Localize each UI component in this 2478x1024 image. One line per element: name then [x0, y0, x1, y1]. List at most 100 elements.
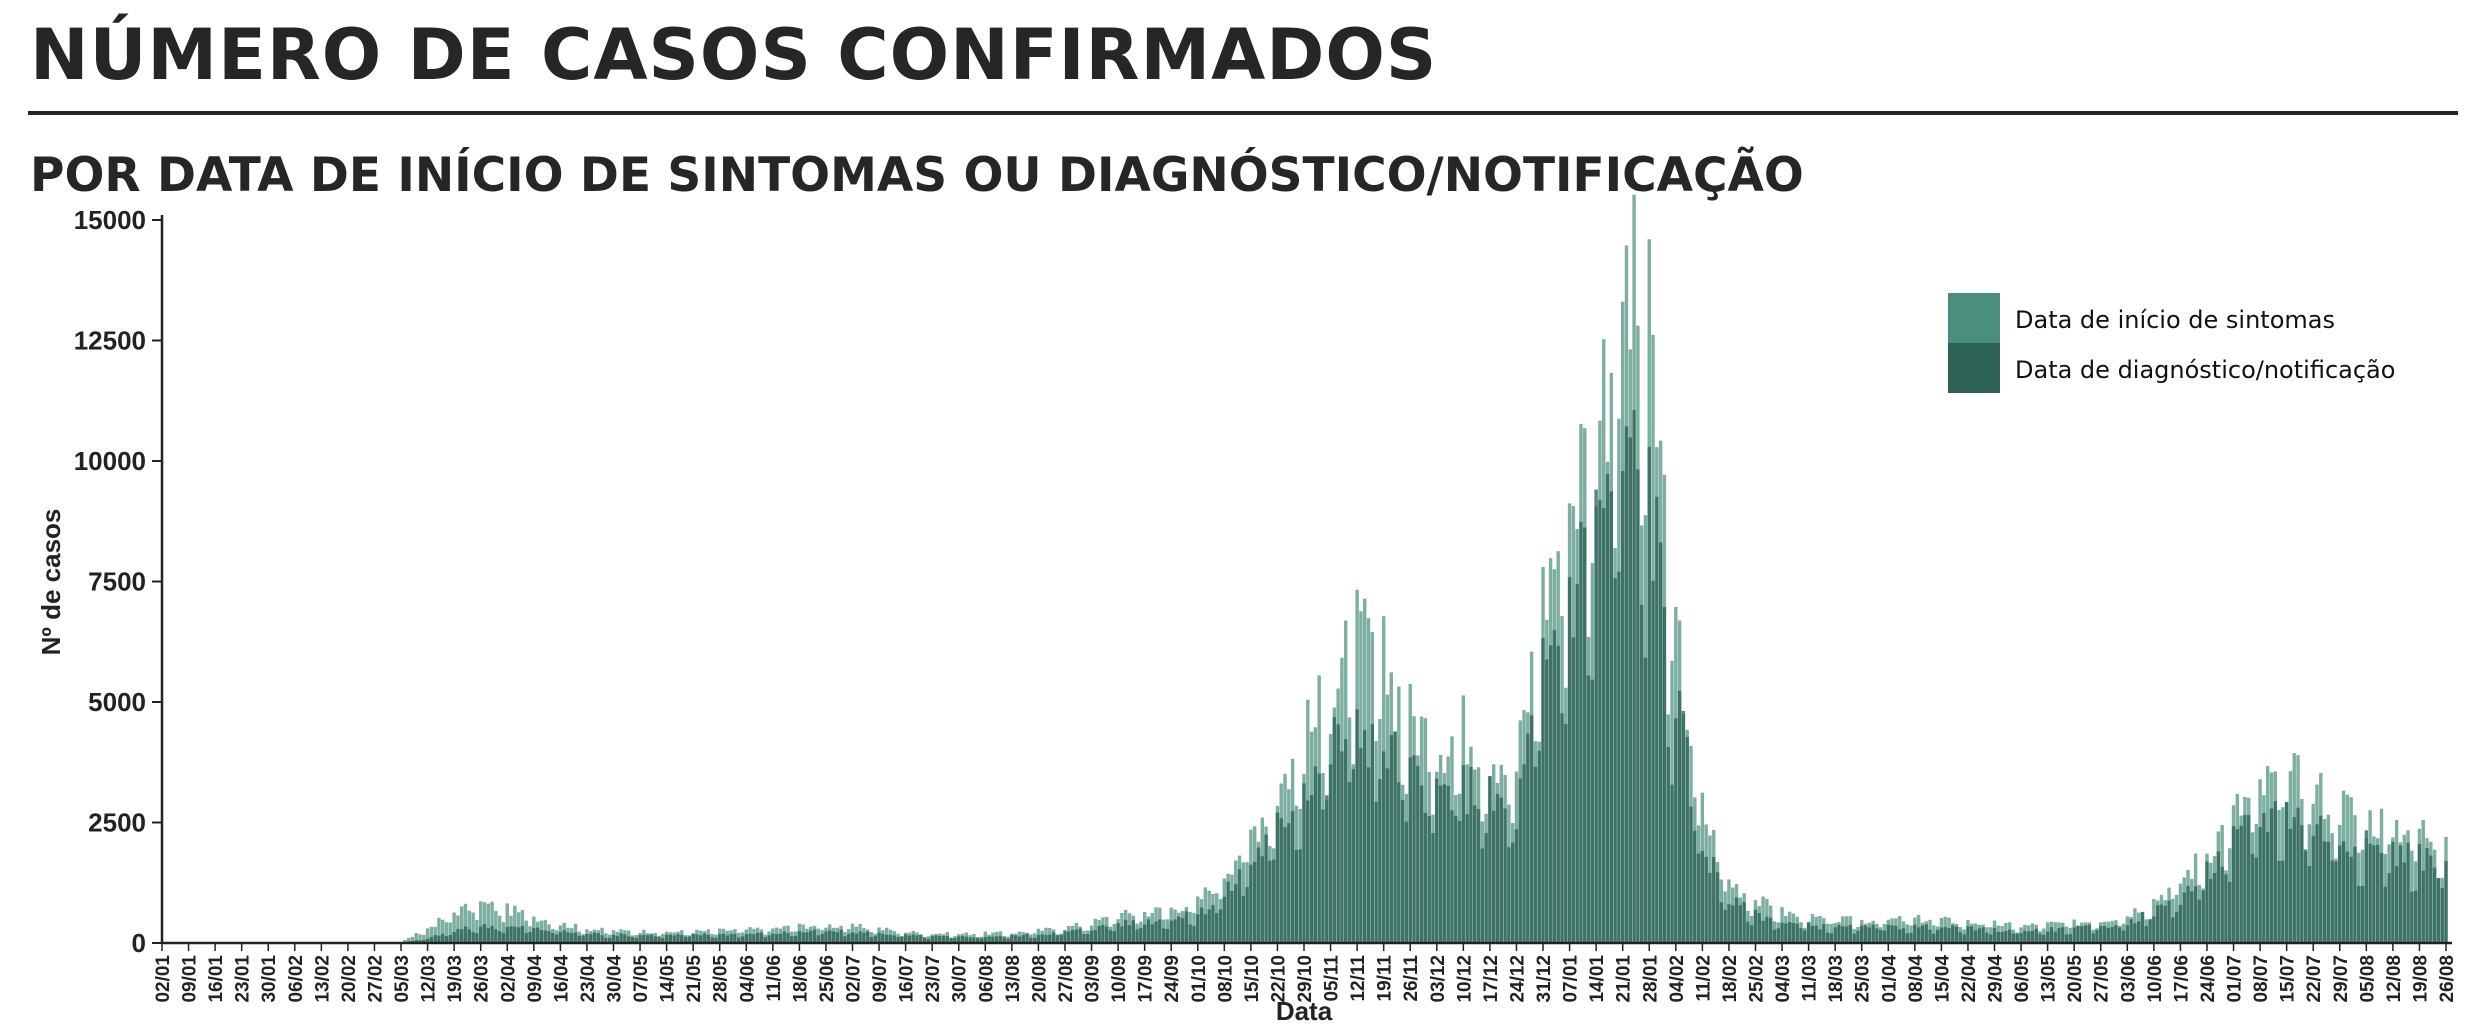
bar-diagnosis [1981, 927, 1985, 943]
bar-diagnosis [1287, 823, 1291, 943]
bar-diagnosis [2383, 886, 2387, 943]
bar-diagnosis [1317, 773, 1321, 943]
bar-diagnosis [2273, 801, 2277, 943]
bar-diagnosis [2121, 930, 2126, 943]
bar-diagnosis [2353, 846, 2357, 943]
bar-diagnosis [1074, 929, 1079, 943]
x-tick-label: 05/03 [392, 955, 413, 1003]
bar-diagnosis [2288, 828, 2293, 943]
bar-diagnosis [1780, 922, 1784, 943]
y-tick-label: 5000 [88, 687, 146, 717]
bar-diagnosis [1818, 929, 1822, 943]
bar-diagnosis [1712, 857, 1716, 943]
bar-diagnosis [1620, 471, 1625, 943]
bar-diagnosis [1139, 928, 1143, 943]
x-tick-label: 05/08 [2357, 955, 2378, 1003]
bar-diagnosis [2307, 866, 2312, 943]
bar-diagnosis [2338, 845, 2342, 943]
bar-diagnosis [1719, 902, 1724, 943]
bar-diagnosis [1264, 834, 1268, 943]
bar-diagnosis [2133, 923, 2137, 943]
bar-diagnosis [1347, 782, 1352, 943]
bar-diagnosis [429, 936, 434, 943]
bar-diagnosis [869, 937, 874, 943]
bar-symptoms [410, 936, 415, 943]
bar-diagnosis [1776, 928, 1780, 943]
bar-diagnosis [1761, 920, 1765, 943]
bar-diagnosis [1199, 907, 1204, 943]
x-tick-label: 01/10 [1189, 955, 1210, 1003]
bar-diagnosis [1044, 935, 1048, 943]
bar-diagnosis [2360, 886, 2365, 943]
bar-symptoms [444, 922, 449, 943]
bar-symptoms [425, 928, 430, 943]
bar-diagnosis [1602, 508, 1606, 943]
bar-diagnosis [1552, 630, 1557, 943]
x-tick-label: 25/06 [817, 955, 838, 1003]
bar-diagnosis [2205, 861, 2209, 943]
bar-diagnosis [1909, 932, 1913, 943]
bar-symptoms [403, 939, 407, 943]
bar-diagnosis [1867, 927, 1872, 943]
bar-diagnosis [1598, 500, 1602, 943]
bar-diagnosis [1131, 920, 1135, 943]
bar-diagnosis [1871, 924, 1875, 943]
bar-diagnosis [2190, 891, 2194, 943]
bar-diagnosis [1791, 923, 1796, 943]
bar-diagnosis [1962, 934, 1966, 943]
bar-diagnosis [1245, 887, 1249, 943]
x-tick-label: 17/09 [1136, 955, 1157, 1003]
bar-diagnosis [699, 935, 703, 943]
bar-diagnosis [1894, 925, 1898, 943]
bar-diagnosis [1127, 925, 1132, 943]
bar-diagnosis [1514, 829, 1519, 943]
bar-diagnosis [1848, 924, 1853, 943]
bar-diagnosis [1169, 920, 1173, 943]
bar-diagnosis [2262, 813, 2266, 943]
bar-diagnosis [1749, 925, 1754, 943]
bar-diagnosis [903, 934, 908, 943]
bar-diagnosis [964, 936, 969, 943]
bar-diagnosis [623, 934, 627, 943]
bar-diagnosis [570, 932, 574, 943]
bar-diagnosis [718, 934, 722, 943]
bar-diagnosis [1753, 909, 1758, 943]
bar-diagnosis [1704, 856, 1708, 943]
bar-diagnosis [2026, 931, 2031, 943]
x-tick-label: 11/02 [1693, 955, 1714, 1002]
bar-diagnosis [922, 937, 927, 943]
bar-diagnosis [736, 937, 741, 943]
x-tick-label: 18/03 [1826, 955, 1847, 1003]
bar-diagnosis [1738, 905, 1743, 943]
bar-diagnosis [1772, 929, 1777, 943]
bar-diagnosis [2376, 844, 2380, 943]
x-tick-label: 18/06 [790, 955, 811, 1003]
bar-diagnosis [1101, 924, 1105, 943]
bar-diagnosis [2284, 802, 2289, 943]
bar-diagnosis [1977, 928, 1982, 943]
bar-diagnosis [2061, 927, 2065, 943]
bar-diagnosis [2319, 815, 2323, 943]
bar-diagnosis [2277, 860, 2281, 943]
bar-symptoms [482, 902, 487, 943]
bar-diagnosis [1438, 785, 1443, 943]
bar-diagnosis [1454, 815, 1458, 943]
bar-diagnosis [786, 933, 790, 943]
bar-diagnosis [626, 936, 631, 943]
bar-diagnosis [1966, 926, 1970, 943]
bar-diagnosis [1996, 931, 2001, 943]
bar-diagnosis [979, 938, 984, 943]
bar-diagnosis [2394, 866, 2399, 943]
bar-diagnosis [478, 926, 483, 943]
x-tick-label: 25/02 [1746, 955, 1767, 1003]
bar-diagnosis [494, 929, 498, 943]
bar-diagnosis [1226, 881, 1230, 943]
bar-diagnosis [1814, 925, 1818, 943]
bar-diagnosis [611, 934, 616, 943]
x-tick-label: 10/09 [1109, 955, 1130, 1003]
bar-diagnosis [1404, 821, 1409, 943]
bar-diagnosis [1237, 869, 1242, 943]
bar-diagnosis [524, 933, 528, 943]
bar-diagnosis [2243, 814, 2247, 943]
bar-diagnosis [892, 935, 896, 943]
